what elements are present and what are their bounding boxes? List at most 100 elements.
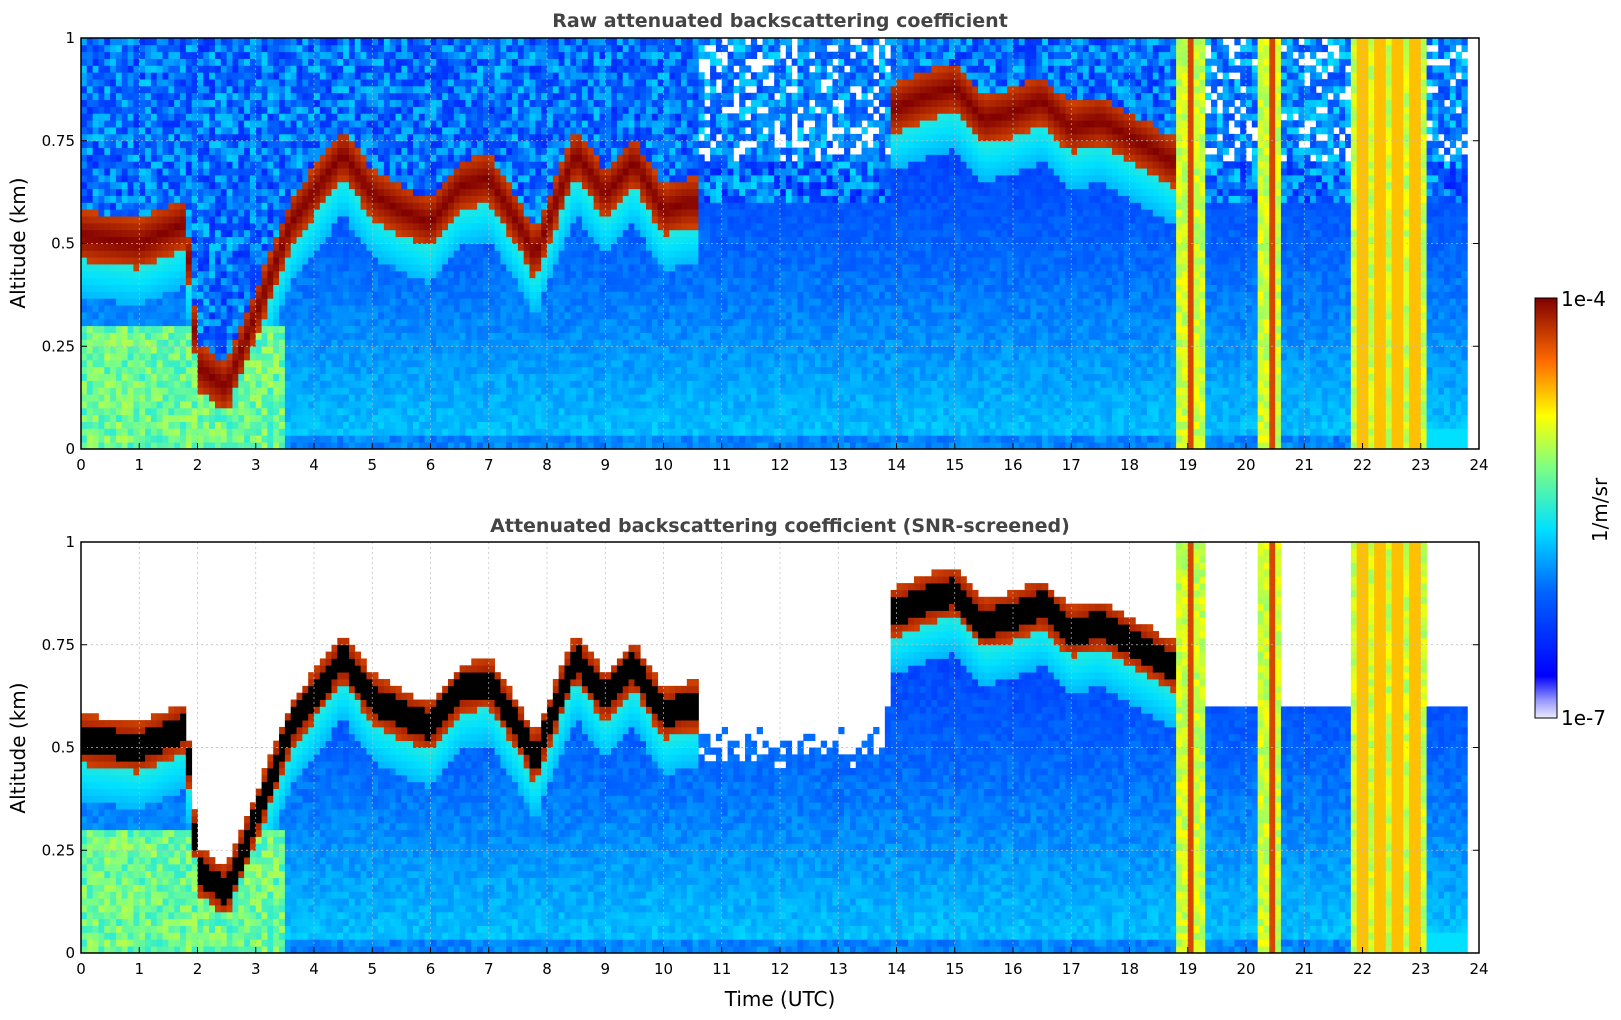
heatmap-cell <box>104 134 110 141</box>
heatmap-cell <box>302 154 308 161</box>
heatmap-cell <box>145 196 151 203</box>
heatmap-cell <box>291 346 297 353</box>
heatmap-cell <box>320 271 326 278</box>
heatmap-cell <box>267 209 273 216</box>
heatmap-cell <box>128 86 134 93</box>
heatmap-cell <box>180 161 186 168</box>
heatmap-cell <box>157 415 163 422</box>
heatmap-cell <box>343 202 349 209</box>
heatmap-cell <box>320 120 326 127</box>
heatmap-cell <box>151 312 157 319</box>
heatmap-cell <box>116 381 122 388</box>
heatmap-cell <box>285 100 291 107</box>
heatmap-cell <box>174 326 180 333</box>
heatmap-cell <box>314 394 320 401</box>
heatmap-cell <box>180 346 186 353</box>
heatmap-cell <box>372 113 378 120</box>
heatmap-cell <box>227 127 233 134</box>
heatmap-cell <box>232 408 238 415</box>
heatmap-cell <box>297 428 303 435</box>
heatmap-cell <box>349 422 355 429</box>
heatmap-cell <box>262 339 268 346</box>
heatmap-cell <box>122 353 128 360</box>
heatmap-cell <box>331 86 337 93</box>
heatmap-cell <box>168 264 174 271</box>
heatmap-cell <box>93 353 99 360</box>
heatmap-cell <box>186 175 192 182</box>
heatmap-cell <box>291 257 297 264</box>
heatmap-cell <box>145 401 151 408</box>
heatmap-cell <box>186 189 192 196</box>
heatmap-cell <box>343 79 349 86</box>
heatmap-cell <box>122 134 128 141</box>
heatmap-cell <box>267 408 273 415</box>
heatmap-cell <box>186 244 192 251</box>
heatmap-cell <box>192 148 198 155</box>
heatmap-cell <box>221 319 227 326</box>
heatmap-cell <box>372 346 378 353</box>
heatmap-cell <box>343 65 349 72</box>
heatmap-cell <box>285 250 291 257</box>
heatmap-cell <box>250 401 256 408</box>
heatmap-cell <box>326 353 332 360</box>
heatmap-cell <box>238 168 244 175</box>
heatmap-cell <box>232 250 238 257</box>
heatmap-cell <box>98 422 104 429</box>
heatmap-cell <box>93 189 99 196</box>
heatmap-cell <box>151 161 157 168</box>
heatmap-cell <box>128 59 134 66</box>
heatmap-cell <box>186 168 192 175</box>
heatmap-cell <box>209 196 215 203</box>
heatmap-cell <box>116 120 122 127</box>
heatmap-cell <box>215 367 221 374</box>
heatmap-cell <box>262 257 268 264</box>
heatmap-cell <box>203 52 209 59</box>
heatmap-cell <box>93 100 99 107</box>
heatmap-cell <box>192 381 198 388</box>
heatmap-cell <box>145 65 151 72</box>
heatmap-cell <box>343 223 349 230</box>
heatmap-cell <box>116 209 122 216</box>
heatmap-cell <box>244 422 250 429</box>
heatmap-cell <box>116 161 122 168</box>
heatmap-cell <box>209 291 215 298</box>
heatmap-cell <box>104 244 110 251</box>
heatmap-cell <box>372 175 378 182</box>
heatmap-cell <box>198 367 204 374</box>
heatmap-cell <box>145 428 151 435</box>
heatmap-cell <box>337 387 343 394</box>
heatmap-cell <box>326 100 332 107</box>
heatmap-cell <box>104 291 110 298</box>
heatmap-cell <box>186 209 192 216</box>
heatmap-cell <box>238 285 244 292</box>
heatmap-cell <box>308 312 314 319</box>
heatmap-cell <box>337 339 343 346</box>
heatmap-cell <box>297 223 303 230</box>
heatmap-cell <box>128 381 134 388</box>
heatmap-cell <box>320 59 326 66</box>
heatmap-cell <box>163 387 169 394</box>
heatmap-cell <box>372 120 378 127</box>
heatmap-cell <box>285 326 291 333</box>
heatmap-cell <box>331 387 337 394</box>
heatmap-cell <box>256 107 262 114</box>
heatmap-cell <box>331 394 337 401</box>
heatmap-cell <box>343 346 349 353</box>
heatmap-cell <box>378 422 384 429</box>
heatmap-cell <box>203 209 209 216</box>
heatmap-cell <box>133 202 139 209</box>
heatmap-cell <box>227 305 233 312</box>
heatmap-cell <box>326 244 332 251</box>
heatmap-cell <box>81 264 87 271</box>
heatmap-cell <box>314 435 320 442</box>
heatmap-cell <box>256 72 262 79</box>
heatmap-cell <box>174 65 180 72</box>
heatmap-cell <box>198 100 204 107</box>
heatmap-cell <box>314 298 320 305</box>
heatmap-cell <box>302 223 308 230</box>
heatmap-cell <box>337 353 343 360</box>
heatmap-cell <box>98 141 104 148</box>
heatmap-cell <box>87 291 93 298</box>
heatmap-cell <box>151 346 157 353</box>
heatmap-cell <box>297 209 303 216</box>
